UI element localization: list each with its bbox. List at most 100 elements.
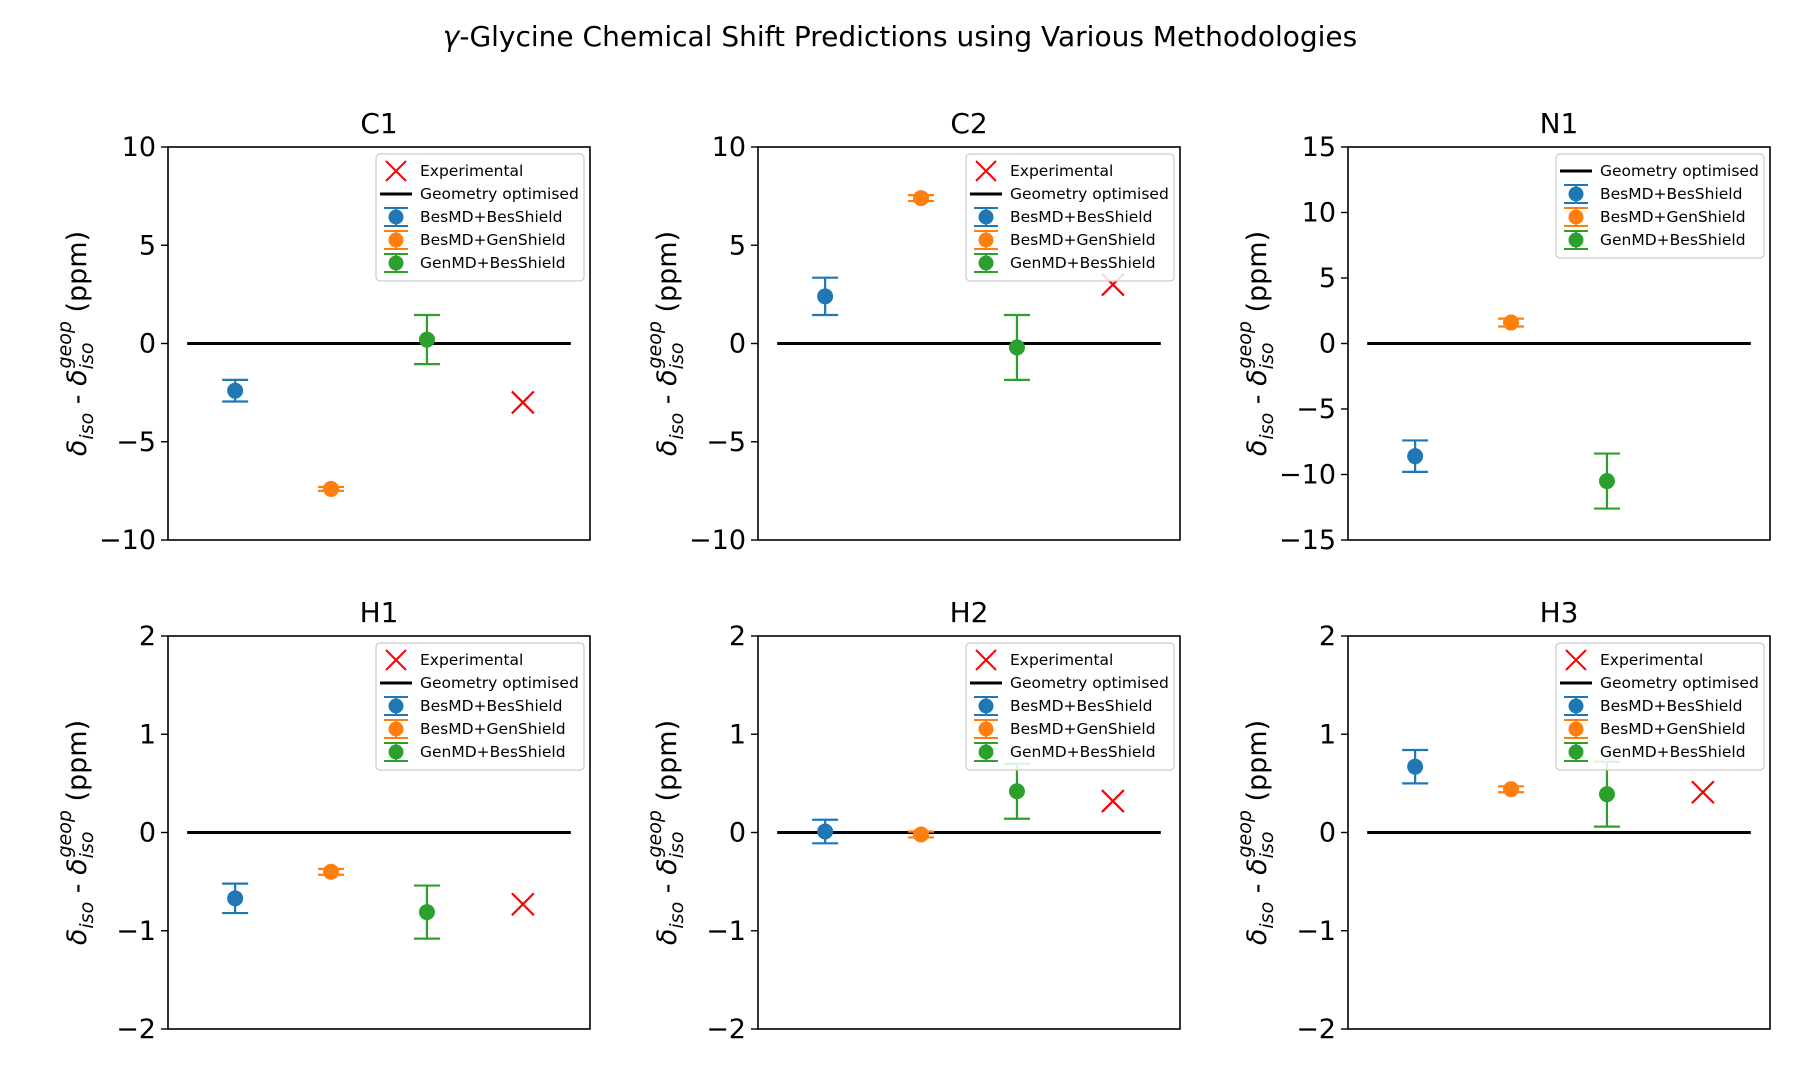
legend-handle-bmd_bsh [978, 209, 994, 225]
y-label-part: iso [666, 413, 688, 440]
legend-label: BesMD+BesShield [1010, 208, 1152, 226]
y-label-part: iso [1256, 343, 1278, 370]
y-tick-label: 5 [729, 230, 746, 261]
legend-handle-bmd_bsh [978, 698, 994, 714]
subplot-title: H3 [1540, 596, 1579, 629]
legend-label: Experimental [1010, 162, 1113, 180]
y-tick-label: −10 [1279, 460, 1336, 491]
legend-label: BesMD+GenShield [1010, 720, 1156, 738]
legend-handle-experimental [975, 649, 997, 671]
legend-handle-gmd_bsh [1568, 232, 1584, 248]
legend-label: GenMD+BesShield [420, 254, 566, 272]
legend: Experimental Geometry optimised BesMD+BesS… [965, 153, 1175, 282]
legend-frame [965, 642, 1175, 771]
legend-handle-bmd_gsh [1568, 721, 1584, 737]
subplot-title: C1 [360, 107, 397, 140]
legend-label: BesMD+BesShield [420, 697, 562, 715]
y-label-part: δ [652, 929, 683, 946]
y-label-part: (ppm) [1242, 720, 1273, 810]
y-tick-label: −10 [689, 525, 746, 556]
point-bmd_bsh [817, 288, 834, 305]
legend-handle-gmd_bsh [978, 255, 994, 271]
legend-label: BesMD+GenShield [1010, 231, 1156, 249]
y-label-part: (ppm) [62, 231, 93, 321]
legend-label: BesMD+GenShield [420, 720, 566, 738]
legend-handle-bmd_gsh [388, 721, 404, 737]
y-tick-label: −1 [706, 916, 746, 947]
title-text: -Glycine Chemical Shift Predictions usin… [459, 20, 1357, 53]
title-gamma: γ [443, 20, 461, 53]
y-tick-label: −1 [116, 916, 156, 947]
y-label-part: (ppm) [62, 720, 93, 810]
subplot-title: N1 [1540, 107, 1579, 140]
legend-handle-bmd_gsh [978, 721, 994, 737]
y-axis-label: δiso - δisogeop (ppm) [1234, 720, 1278, 945]
point-bmd_gsh [323, 480, 340, 497]
y-tick-label: 1 [729, 719, 746, 750]
y-tick-label: −5 [1296, 394, 1336, 425]
y-tick-label: 0 [729, 818, 746, 849]
legend-frame [965, 153, 1175, 282]
y-label-part: iso [666, 902, 688, 929]
y-label-part: iso [666, 832, 688, 859]
legend-handle-bmd_bsh [1568, 698, 1584, 714]
point-bmd_gsh [323, 863, 340, 880]
y-label-part: - [1242, 386, 1273, 413]
y-tick-label: 2 [1319, 621, 1336, 652]
y-axis-label: δiso - δisogeop (ppm) [1234, 231, 1278, 456]
point-gmd_bsh [1598, 473, 1615, 490]
legend-label: BesMD+BesShield [1010, 697, 1152, 715]
y-label-part: iso [76, 343, 98, 370]
y-label-part: geop [54, 321, 76, 368]
y-label-part: δ [652, 858, 683, 875]
y-tick-label: 2 [729, 621, 746, 652]
legend-label: BesMD+GenShield [420, 231, 566, 249]
legend-handle-gmd_bsh [978, 744, 994, 760]
legend-label: Geometry optimised [1600, 162, 1759, 180]
y-label-part: geop [1234, 810, 1256, 857]
y-label-part: iso [76, 832, 98, 859]
legend-handle-bmd_bsh [388, 698, 404, 714]
y-tick-label: 10 [1302, 198, 1336, 229]
legend-handle-experimental [385, 649, 407, 671]
y-label-part: δ [62, 929, 93, 946]
y-tick-label: 2 [139, 621, 156, 652]
subplot-title: C2 [950, 107, 987, 140]
legend-frame [375, 642, 585, 771]
point-bmd_bsh [817, 823, 834, 840]
legend-handle-bmd_gsh [978, 232, 994, 248]
legend-label: Experimental [1010, 651, 1113, 669]
point-gmd_bsh [1008, 783, 1025, 800]
experimental-marker [511, 892, 535, 916]
legend-handle-bmd_bsh [388, 209, 404, 225]
y-tick-label: −2 [1296, 1014, 1336, 1045]
legend-handle-gmd_bsh [388, 255, 404, 271]
y-tick-label: 0 [729, 329, 746, 360]
legend: Experimental Geometry optimised BesMD+BesS… [965, 642, 1175, 771]
legend-label: BesMD+GenShield [1600, 208, 1746, 226]
legend-handle-gmd_bsh [388, 744, 404, 760]
legend-label: BesMD+BesShield [1600, 185, 1742, 203]
y-label-part: geop [644, 810, 666, 857]
point-gmd_bsh [1008, 339, 1025, 356]
legend: Experimental Geometry optimised BesMD+BesS… [375, 642, 585, 771]
y-label-part: geop [54, 810, 76, 857]
y-tick-label: 0 [1319, 329, 1336, 360]
y-label-part: iso [1256, 902, 1278, 929]
y-label-part: - [652, 386, 683, 413]
y-tick-label: −2 [706, 1014, 746, 1045]
y-axis-label: δiso - δisogeop (ppm) [644, 231, 688, 456]
legend-label: Geometry optimised [1010, 674, 1169, 692]
y-label-part: iso [76, 413, 98, 440]
y-label-part: (ppm) [652, 231, 683, 321]
y-label-part: δ [1242, 858, 1273, 875]
y-label-part: - [62, 386, 93, 413]
point-gmd_bsh [418, 904, 435, 921]
y-label-part: (ppm) [652, 720, 683, 810]
legend-label: GenMD+BesShield [1010, 743, 1156, 761]
legend-handle-bmd_bsh [1568, 186, 1584, 202]
y-label-part: δ [62, 440, 93, 457]
